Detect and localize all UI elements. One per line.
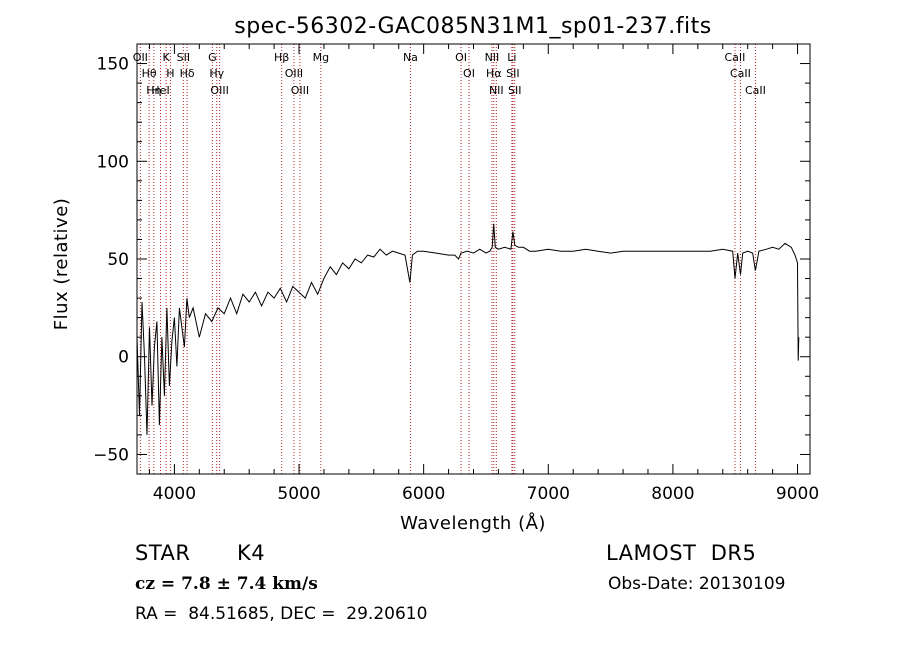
spectral-line-label: SII bbox=[508, 84, 521, 97]
spectral-line-label: HeI bbox=[151, 84, 169, 97]
spectral-line-label: G bbox=[208, 51, 217, 64]
object-class: STAR bbox=[135, 541, 191, 565]
spectral-line-label: CaII bbox=[725, 51, 746, 64]
spectral-line-label: SII bbox=[177, 51, 190, 64]
spectral-line-label: Hα bbox=[486, 67, 502, 80]
spectral-line-label: OII bbox=[133, 51, 148, 64]
spectral-line-label: Hθ bbox=[142, 67, 157, 80]
spectral-line-label: K bbox=[163, 51, 171, 64]
spectral-line-label: Hγ bbox=[209, 67, 224, 80]
spectrum-line bbox=[136, 223, 800, 435]
spectral-line-label: Hδ bbox=[180, 67, 195, 80]
x-tick-label: 6000 bbox=[402, 484, 445, 504]
spectral-line-label: Na bbox=[403, 51, 418, 64]
spectral-line-label: H bbox=[166, 67, 174, 80]
spectral-line-label: OI bbox=[463, 67, 475, 80]
spectral-line-label: SII bbox=[506, 67, 519, 80]
x-tick-label: 9000 bbox=[776, 484, 819, 504]
spectral-line-label: Mg bbox=[313, 51, 329, 64]
spectral-line-label: Li bbox=[507, 51, 516, 64]
spectral-line-label: NII bbox=[485, 51, 500, 64]
spectral-line-label: OI bbox=[455, 51, 467, 64]
spectral-line-label: Hη bbox=[146, 84, 161, 97]
y-tick-label: −50 bbox=[93, 445, 129, 465]
y-tick-label: 100 bbox=[97, 152, 129, 172]
x-tick-label: 5000 bbox=[277, 484, 320, 504]
observation-date: Obs-Date: 20130109 bbox=[608, 574, 786, 594]
x-tick-label: 4000 bbox=[153, 484, 196, 504]
chart-title: spec-56302-GAC085N31M1_sp01-237.fits bbox=[234, 14, 712, 39]
y-tick-label: 0 bbox=[118, 348, 129, 368]
subclass: K4 bbox=[237, 541, 266, 565]
y-tick-label: 50 bbox=[107, 250, 129, 270]
survey-label: LAMOST DR5 bbox=[606, 541, 757, 565]
x-axis-label: Wavelength (Å) bbox=[400, 512, 546, 534]
y-axis-label: Flux (relative) bbox=[51, 198, 72, 331]
spectral-line-label: Hβ bbox=[274, 51, 289, 64]
spectral-line-label: CaII bbox=[745, 84, 766, 97]
x-tick-label: 8000 bbox=[651, 484, 694, 504]
plot-frame bbox=[136, 43, 811, 475]
spectral-line-label: CaII bbox=[730, 67, 751, 80]
spectral-line-label: OIII bbox=[285, 67, 303, 80]
redshift-cz: cz = 7.8 ± 7.4 km/s bbox=[135, 574, 318, 594]
spectral-line-label: NII bbox=[489, 84, 504, 97]
x-tick-label: 7000 bbox=[527, 484, 570, 504]
coordinates: RA = 84.51685, DEC = 29.20610 bbox=[135, 604, 428, 624]
y-tick-label: 150 bbox=[97, 55, 129, 75]
spectral-line-label: OIII bbox=[210, 84, 228, 97]
spectral-line-label: OIII bbox=[291, 84, 309, 97]
